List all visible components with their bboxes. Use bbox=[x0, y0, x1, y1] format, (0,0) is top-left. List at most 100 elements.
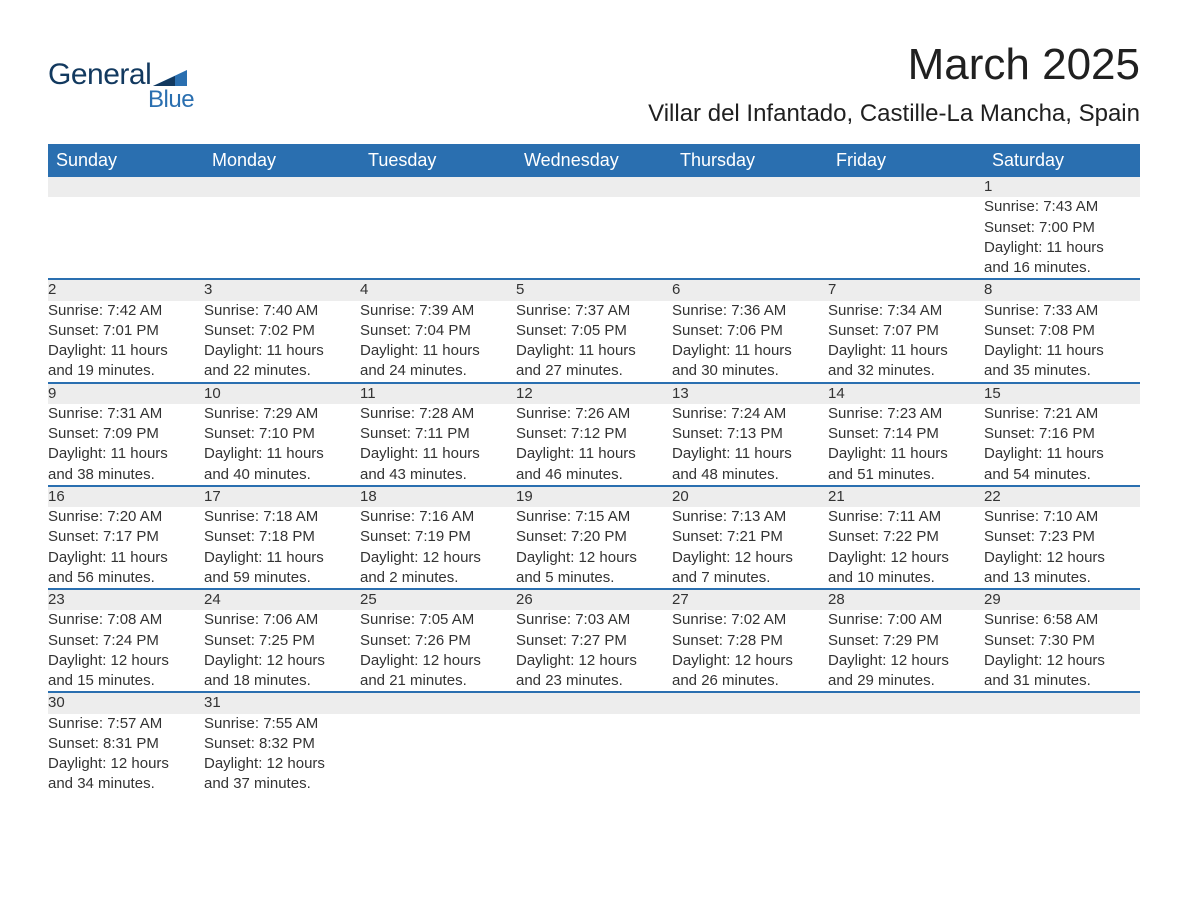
day-data-cell: Sunrise: 7:03 AMSunset: 7:27 PMDaylight:… bbox=[516, 610, 672, 692]
day-data-cell: Sunrise: 7:13 AMSunset: 7:21 PMDaylight:… bbox=[672, 507, 828, 589]
day-dl2: and 43 minutes. bbox=[360, 465, 516, 485]
day-dl2: and 46 minutes. bbox=[516, 465, 672, 485]
day-data-cell bbox=[672, 714, 828, 795]
day-number-cell: 30 bbox=[48, 692, 204, 713]
day-sunset: Sunset: 7:18 PM bbox=[204, 527, 360, 547]
day-dl1: Daylight: 11 hours bbox=[984, 444, 1140, 464]
day-sunset: Sunset: 7:11 PM bbox=[360, 424, 516, 444]
day-dl1: Daylight: 12 hours bbox=[204, 651, 360, 671]
day-sunset: Sunset: 7:02 PM bbox=[204, 321, 360, 341]
day-data-cell: Sunrise: 7:40 AMSunset: 7:02 PMDaylight:… bbox=[204, 301, 360, 383]
day-data-cell: Sunrise: 7:57 AMSunset: 8:31 PMDaylight:… bbox=[48, 714, 204, 795]
day-sunrise: Sunrise: 7:13 AM bbox=[672, 507, 828, 527]
title-block: March 2025 Villar del Infantado, Castill… bbox=[648, 40, 1140, 128]
day-number-cell: 6 bbox=[672, 279, 828, 300]
day-dl1: Daylight: 11 hours bbox=[672, 444, 828, 464]
day-number-cell: 11 bbox=[360, 383, 516, 404]
day-sunrise: Sunrise: 7:18 AM bbox=[204, 507, 360, 527]
day-sunset: Sunset: 7:01 PM bbox=[48, 321, 204, 341]
day-sunrise: Sunrise: 7:23 AM bbox=[828, 404, 984, 424]
day-dl1: Daylight: 12 hours bbox=[984, 651, 1140, 671]
day-dl2: and 38 minutes. bbox=[48, 465, 204, 485]
day-dl1: Daylight: 11 hours bbox=[516, 341, 672, 361]
day-data-cell bbox=[516, 714, 672, 795]
day-number-cell: 20 bbox=[672, 486, 828, 507]
day-sunrise: Sunrise: 7:10 AM bbox=[984, 507, 1140, 527]
calendar-table: Sunday Monday Tuesday Wednesday Thursday… bbox=[48, 144, 1140, 795]
day-data-cell: Sunrise: 7:29 AMSunset: 7:10 PMDaylight:… bbox=[204, 404, 360, 486]
week-data-row: Sunrise: 7:08 AMSunset: 7:24 PMDaylight:… bbox=[48, 610, 1140, 692]
day-sunrise: Sunrise: 7:28 AM bbox=[360, 404, 516, 424]
day-sunset: Sunset: 7:09 PM bbox=[48, 424, 204, 444]
day-number-cell: 25 bbox=[360, 589, 516, 610]
week-daynum-row: 1 bbox=[48, 177, 1140, 197]
day-data-cell: Sunrise: 7:28 AMSunset: 7:11 PMDaylight:… bbox=[360, 404, 516, 486]
weekday-header-row: Sunday Monday Tuesday Wednesday Thursday… bbox=[48, 144, 1140, 177]
day-dl1: Daylight: 12 hours bbox=[360, 548, 516, 568]
day-sunset: Sunset: 7:13 PM bbox=[672, 424, 828, 444]
day-sunset: Sunset: 7:04 PM bbox=[360, 321, 516, 341]
day-dl1: Daylight: 11 hours bbox=[204, 548, 360, 568]
day-sunset: Sunset: 8:31 PM bbox=[48, 734, 204, 754]
day-data-cell bbox=[516, 197, 672, 279]
day-dl2: and 34 minutes. bbox=[48, 774, 204, 794]
day-sunset: Sunset: 7:25 PM bbox=[204, 631, 360, 651]
day-dl2: and 37 minutes. bbox=[204, 774, 360, 794]
day-number-cell bbox=[828, 692, 984, 713]
col-sunday: Sunday bbox=[48, 144, 204, 177]
day-dl1: Daylight: 11 hours bbox=[48, 444, 204, 464]
day-dl1: Daylight: 11 hours bbox=[360, 341, 516, 361]
day-dl2: and 48 minutes. bbox=[672, 465, 828, 485]
day-data-cell: Sunrise: 7:11 AMSunset: 7:22 PMDaylight:… bbox=[828, 507, 984, 589]
day-data-cell: Sunrise: 7:55 AMSunset: 8:32 PMDaylight:… bbox=[204, 714, 360, 795]
day-sunrise: Sunrise: 7:39 AM bbox=[360, 301, 516, 321]
col-monday: Monday bbox=[204, 144, 360, 177]
day-sunrise: Sunrise: 7:02 AM bbox=[672, 610, 828, 630]
day-data-cell bbox=[828, 197, 984, 279]
day-data-cell bbox=[984, 714, 1140, 795]
day-number-cell bbox=[360, 177, 516, 197]
day-sunset: Sunset: 8:32 PM bbox=[204, 734, 360, 754]
day-number-cell: 21 bbox=[828, 486, 984, 507]
col-wednesday: Wednesday bbox=[516, 144, 672, 177]
day-dl1: Daylight: 12 hours bbox=[360, 651, 516, 671]
week-daynum-row: 9101112131415 bbox=[48, 383, 1140, 404]
day-dl1: Daylight: 11 hours bbox=[516, 444, 672, 464]
day-number-cell: 10 bbox=[204, 383, 360, 404]
day-dl2: and 35 minutes. bbox=[984, 361, 1140, 381]
day-dl1: Daylight: 11 hours bbox=[672, 341, 828, 361]
day-sunrise: Sunrise: 7:20 AM bbox=[48, 507, 204, 527]
day-sunrise: Sunrise: 7:29 AM bbox=[204, 404, 360, 424]
day-number-cell: 4 bbox=[360, 279, 516, 300]
day-data-cell: Sunrise: 7:02 AMSunset: 7:28 PMDaylight:… bbox=[672, 610, 828, 692]
day-sunrise: Sunrise: 6:58 AM bbox=[984, 610, 1140, 630]
day-dl2: and 2 minutes. bbox=[360, 568, 516, 588]
day-dl1: Daylight: 12 hours bbox=[672, 548, 828, 568]
day-sunset: Sunset: 7:07 PM bbox=[828, 321, 984, 341]
day-number-cell: 15 bbox=[984, 383, 1140, 404]
day-number-cell: 19 bbox=[516, 486, 672, 507]
day-data-cell: Sunrise: 7:36 AMSunset: 7:06 PMDaylight:… bbox=[672, 301, 828, 383]
day-sunrise: Sunrise: 7:33 AM bbox=[984, 301, 1140, 321]
day-data-cell: Sunrise: 7:20 AMSunset: 7:17 PMDaylight:… bbox=[48, 507, 204, 589]
day-data-cell: Sunrise: 7:31 AMSunset: 7:09 PMDaylight:… bbox=[48, 404, 204, 486]
day-number-cell: 2 bbox=[48, 279, 204, 300]
day-sunset: Sunset: 7:28 PM bbox=[672, 631, 828, 651]
day-sunrise: Sunrise: 7:16 AM bbox=[360, 507, 516, 527]
day-sunrise: Sunrise: 7:43 AM bbox=[984, 197, 1140, 217]
day-number-cell bbox=[672, 177, 828, 197]
day-dl1: Daylight: 11 hours bbox=[984, 341, 1140, 361]
day-number-cell: 9 bbox=[48, 383, 204, 404]
day-number-cell bbox=[516, 692, 672, 713]
day-dl1: Daylight: 12 hours bbox=[672, 651, 828, 671]
day-data-cell: Sunrise: 7:26 AMSunset: 7:12 PMDaylight:… bbox=[516, 404, 672, 486]
day-data-cell: Sunrise: 7:37 AMSunset: 7:05 PMDaylight:… bbox=[516, 301, 672, 383]
day-dl1: Daylight: 12 hours bbox=[516, 651, 672, 671]
day-sunrise: Sunrise: 7:40 AM bbox=[204, 301, 360, 321]
day-dl1: Daylight: 11 hours bbox=[204, 444, 360, 464]
day-sunrise: Sunrise: 7:57 AM bbox=[48, 714, 204, 734]
week-data-row: Sunrise: 7:20 AMSunset: 7:17 PMDaylight:… bbox=[48, 507, 1140, 589]
day-dl2: and 51 minutes. bbox=[828, 465, 984, 485]
day-dl2: and 22 minutes. bbox=[204, 361, 360, 381]
day-number-cell: 16 bbox=[48, 486, 204, 507]
